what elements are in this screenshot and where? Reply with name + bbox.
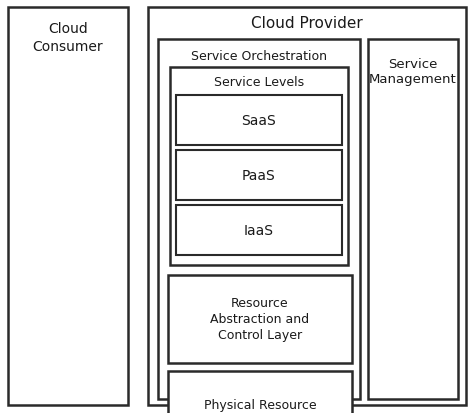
Bar [368,40,458,399]
Text: Service Orchestration: Service Orchestration [191,50,327,62]
Bar [176,151,342,201]
Bar [148,8,466,405]
Text: Service
Management: Service Management [369,57,457,86]
Text: Cloud
Consumer: Cloud Consumer [33,22,103,54]
Text: Resource
Abstraction and
Control Layer: Resource Abstraction and Control Layer [210,297,310,342]
Bar [176,96,342,146]
Text: Cloud Provider: Cloud Provider [251,17,363,31]
Text: PaaS: PaaS [242,169,276,183]
Bar [8,8,128,405]
Text: Service Levels: Service Levels [214,76,304,89]
Text: Physical Resource
Layer: Physical Resource Layer [204,399,316,413]
Text: SaaS: SaaS [242,114,276,128]
Bar [170,68,348,266]
Bar [176,206,342,255]
Bar [158,40,360,399]
Text: IaaS: IaaS [244,223,274,237]
Bar [168,371,352,413]
Bar [168,275,352,363]
